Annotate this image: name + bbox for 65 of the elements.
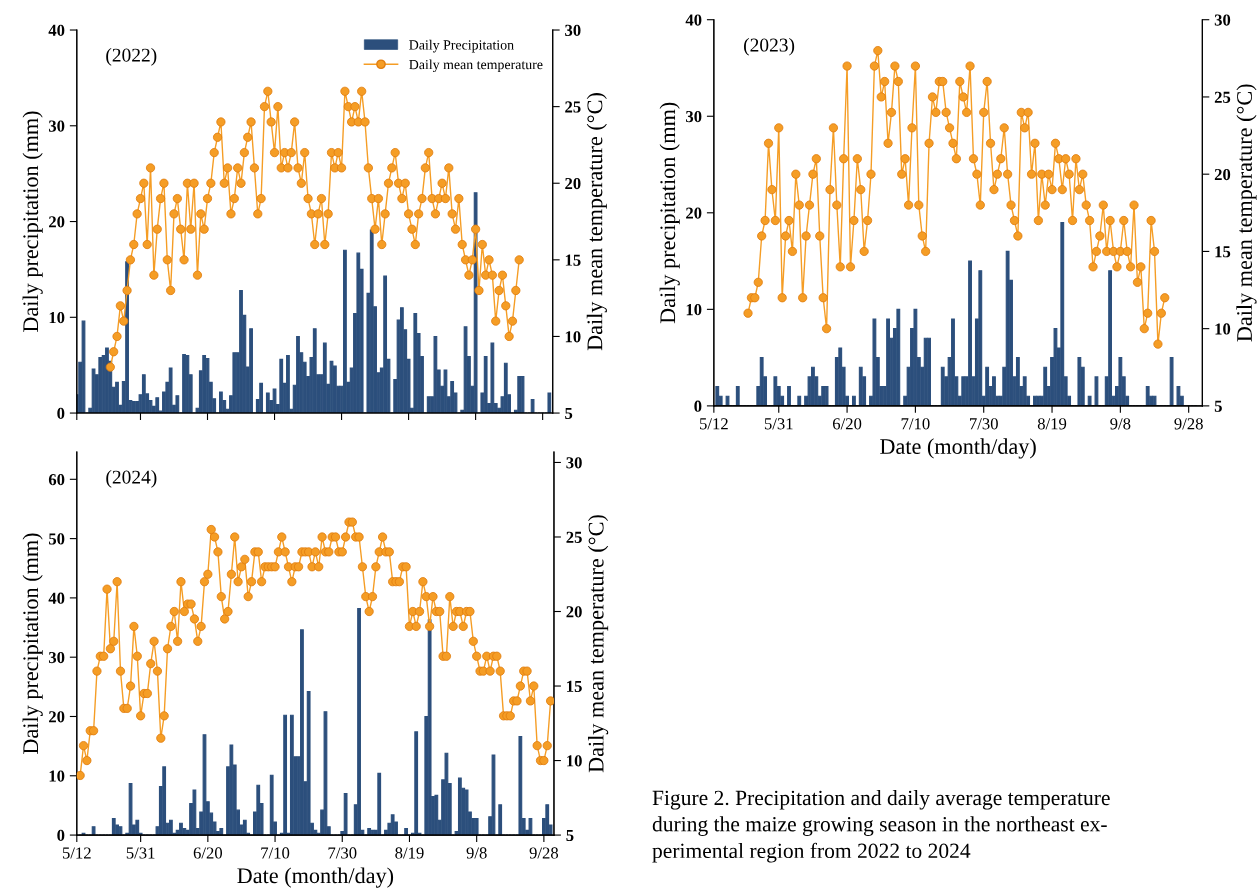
x-axis-title: Date (month/day): [237, 867, 394, 888]
x-tick-label: 5/12: [62, 847, 91, 859]
y2-tick-label: 25: [566, 531, 582, 543]
x-tick-label: 9/8: [466, 847, 487, 859]
x-tick-label: 7/10: [901, 418, 930, 430]
annotation: (2024): [106, 470, 157, 488]
y2-tick-label: 30: [565, 24, 581, 36]
y2-tick-label: 15: [565, 254, 581, 266]
y2-tick-label: 20: [565, 177, 581, 190]
y-tick-label: 50: [48, 533, 65, 545]
y-tick-label: 20: [49, 711, 65, 723]
y-tick-label: 20: [49, 216, 65, 228]
caption: Figure 2. Precipitation and daily average temperature during the maize growing season in the northeast ex- perimental region from 2022 to 2024: [652, 790, 1110, 863]
y2-tick-label: 5: [566, 829, 574, 842]
y-axis-title: Daily precipitation (mm): [659, 102, 680, 324]
x-tick-label: 5/12: [700, 418, 728, 430]
y-tick-label: 10: [686, 304, 702, 316]
y-tick-label: 40: [685, 14, 702, 26]
x-tick-label: 6/20: [832, 418, 862, 430]
y2-tick-label: 30: [1214, 14, 1231, 26]
y-axis-title: Daily precipitation (mm): [22, 533, 43, 754]
y2-axis-title: Daily mean temperature (°C): [586, 93, 607, 351]
y-tick-label: 0: [694, 400, 702, 412]
y-tick-label: 20: [686, 207, 702, 219]
x-tick-label: 9/8: [1110, 418, 1131, 430]
annotation: (2022): [106, 48, 157, 66]
y2-tick-label: 10: [1215, 323, 1231, 335]
x-tick-label: 8/19: [395, 847, 424, 859]
y2-tick-label: 25: [565, 101, 581, 113]
y-tick-label: 40: [48, 592, 65, 604]
legend-label: Daily Precipitation: [409, 39, 514, 53]
y2-tick-label: 15: [567, 680, 582, 692]
y2-tick-label: 10: [565, 331, 581, 343]
annotation: (2023): [744, 37, 795, 56]
y2-tick-label: 10: [567, 755, 582, 767]
x-tick-label: 6/20: [193, 847, 223, 859]
y-tick-label: 0: [57, 829, 65, 842]
y2-tick-label: 5: [565, 407, 573, 419]
y-tick-label: 30: [48, 651, 65, 664]
legend-label: Daily mean temperature: [409, 59, 543, 73]
x-tick-label: 7/10: [261, 847, 290, 859]
y-axis-title: Daily precipitation (mm): [22, 111, 43, 332]
y2-tick-label: 20: [1214, 168, 1231, 181]
x-tick-label: 7/30: [328, 847, 357, 859]
x-tick-label: 9/28: [529, 847, 559, 859]
y2-tick-label: 30: [566, 457, 582, 469]
x-tick-label: 7/30: [970, 418, 998, 430]
y-tick-label: 60: [48, 474, 65, 486]
y2-tick-label: 20: [566, 606, 582, 618]
y-tick-label: 30: [48, 120, 65, 132]
y-tick-label: 10: [49, 770, 65, 782]
x-tick-label: 8/19: [1037, 418, 1067, 430]
x-tick-label: 9/28: [1174, 418, 1203, 430]
x-axis-title: Date (month/day): [880, 438, 1036, 459]
x-tick-label: 5/31: [764, 418, 793, 430]
y2-tick-label: 15: [1215, 246, 1231, 258]
y2-tick-label: 25: [1214, 91, 1231, 103]
x-tick-label: 5/31: [126, 847, 155, 859]
y-tick-label: 0: [57, 407, 65, 419]
y-tick-label: 10: [49, 312, 65, 324]
y2-axis-title: Daily mean temperature (°C): [587, 515, 609, 773]
y-tick-label: 40: [48, 24, 65, 36]
y-tick-label: 30: [686, 110, 702, 123]
y2-axis-title: Daily mean temperature (°C): [1236, 84, 1257, 342]
y2-tick-label: 5: [1214, 400, 1222, 412]
